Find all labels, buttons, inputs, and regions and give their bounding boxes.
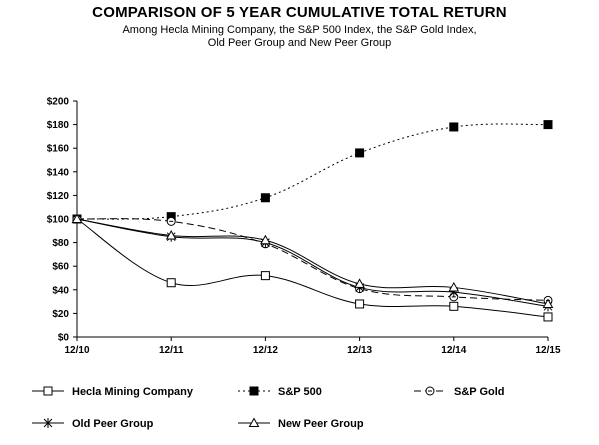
legend-label: Hecla Mining Company xyxy=(72,386,194,398)
series-line-s-p-gold xyxy=(76,218,549,301)
data-point-s-p-500 xyxy=(449,122,459,132)
legend-label: S&P Gold xyxy=(454,386,505,398)
x-tick-label: 12/11 xyxy=(159,345,184,356)
data-point-hecla-mining-company xyxy=(166,278,176,288)
legend-swatch-marker xyxy=(425,386,435,396)
legend-item-new-peer-group: New Peer Group xyxy=(238,417,364,430)
x-tick-label: 12/13 xyxy=(347,345,372,356)
series-line-hecla-mining-company xyxy=(76,218,549,318)
data-point-new-peer-group xyxy=(71,213,83,223)
chart-title: COMPARISON OF 5 YEAR CUMULATIVE TOTAL RE… xyxy=(92,4,507,21)
series-line-s-p-500 xyxy=(76,123,549,220)
y-tick-label: $60 xyxy=(52,262,69,273)
chart-subtitle-line-1: Among Hecla Mining Company, the S&P 500 … xyxy=(122,24,477,36)
legend-swatch-marker xyxy=(43,418,53,428)
x-tick-label: 12/14 xyxy=(441,345,466,356)
legend-item-s-p-gold: S&P Gold xyxy=(414,386,505,398)
y-tick-label: $180 xyxy=(47,120,70,131)
data-point-new-peer-group xyxy=(542,298,554,308)
y-tick-label: $80 xyxy=(52,238,69,249)
y-tick-label: $160 xyxy=(47,144,70,155)
legend-item-s-p-500: S&P 500 xyxy=(238,386,322,398)
legend-label: New Peer Group xyxy=(278,418,364,430)
legend-label: Old Peer Group xyxy=(72,418,154,430)
y-tick-label: $100 xyxy=(47,215,70,226)
x-tick-label: 12/15 xyxy=(535,345,560,356)
y-tick-label: $140 xyxy=(47,167,70,178)
data-point-new-peer-group xyxy=(448,281,460,292)
legend-label: S&P 500 xyxy=(278,386,322,398)
y-tick-label: $20 xyxy=(52,309,69,320)
legend-swatch-marker xyxy=(249,386,259,396)
x-tick-label: 12/12 xyxy=(253,345,278,356)
data-point-s-p-500 xyxy=(355,148,365,158)
chart-subtitle-line-2: Old Peer Group and New Peer Group xyxy=(207,37,392,49)
legend-item-hecla-mining-company: Hecla Mining Company xyxy=(32,386,194,398)
data-point-new-peer-group xyxy=(165,230,177,240)
y-tick-label: $200 xyxy=(47,97,70,108)
legend-item-old-peer-group: Old Peer Group xyxy=(32,418,154,430)
data-point-s-p-500 xyxy=(260,193,270,203)
series-line-old-peer-group xyxy=(76,218,549,307)
legend-swatch-marker xyxy=(43,386,53,396)
data-point-hecla-mining-company xyxy=(260,271,270,281)
y-tick-label: $40 xyxy=(52,285,69,296)
legend-swatch-marker xyxy=(248,417,260,427)
data-point-new-peer-group xyxy=(260,234,271,245)
data-point-s-p-500 xyxy=(543,120,553,130)
y-tick-label: $0 xyxy=(58,333,70,344)
data-point-s-p-gold xyxy=(166,216,176,226)
data-point-hecla-mining-company xyxy=(355,299,365,309)
y-tick-label: $120 xyxy=(47,191,70,202)
series-line-new-peer-group xyxy=(76,218,549,305)
data-point-new-peer-group xyxy=(354,278,365,288)
x-tick-label: 12/10 xyxy=(64,345,89,356)
data-point-hecla-mining-company xyxy=(449,301,459,311)
data-point-hecla-mining-company xyxy=(543,312,553,322)
